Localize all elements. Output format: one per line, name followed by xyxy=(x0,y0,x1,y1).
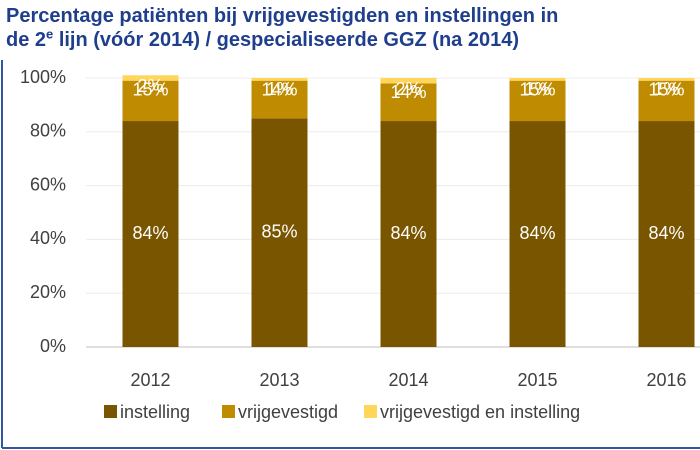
title-part: lijn (vóór 2014) / gespecialiseerde GGZ … xyxy=(53,29,520,51)
bar-segment xyxy=(380,83,437,122)
legend-label: vrijgevestigd en instelling xyxy=(380,402,580,422)
y-tick-label: 0% xyxy=(40,336,66,356)
bar-segment xyxy=(638,78,695,81)
bar-segment xyxy=(638,121,695,347)
bar-segment xyxy=(122,80,179,122)
legend-swatch xyxy=(364,405,377,418)
bar-segment xyxy=(251,80,308,119)
bar-segment xyxy=(122,75,179,81)
bar-segment xyxy=(509,121,566,347)
data-label: 15% xyxy=(519,79,555,99)
chart-title: Percentage patiënten bij vrijgevestigden… xyxy=(6,4,696,52)
data-label: 84% xyxy=(132,223,168,243)
data-label: 2% xyxy=(137,76,163,96)
bar-segment xyxy=(251,78,308,81)
legend-swatch xyxy=(222,405,235,418)
x-tick-label: 2015 xyxy=(517,370,557,390)
x-tick-label: 2014 xyxy=(388,370,428,390)
x-tick-label: 2013 xyxy=(259,370,299,390)
legend-label: vrijgevestigd xyxy=(238,402,338,422)
data-label: 84% xyxy=(519,223,555,243)
title-superscript: e xyxy=(46,26,54,42)
bar-segment xyxy=(380,121,437,347)
y-tick-label: 100% xyxy=(20,67,66,87)
data-label: 1% xyxy=(524,79,550,99)
data-label: 14% xyxy=(390,82,426,102)
data-label: 1% xyxy=(266,79,292,99)
data-label: 2% xyxy=(395,79,421,99)
data-label: 85% xyxy=(261,221,297,241)
legend-label: instelling xyxy=(120,402,190,422)
y-tick-label: 40% xyxy=(30,228,66,248)
data-label: 14% xyxy=(261,79,297,99)
bar-segment xyxy=(380,78,437,84)
data-label: 84% xyxy=(648,223,684,243)
data-label: 15% xyxy=(132,79,168,99)
x-tick-label: 2012 xyxy=(130,370,170,390)
legend-swatch xyxy=(104,405,117,418)
data-label: 84% xyxy=(390,223,426,243)
bar-segment xyxy=(509,78,566,81)
bar-segment xyxy=(509,80,566,122)
bar-segment xyxy=(638,80,695,122)
y-tick-label: 80% xyxy=(30,121,66,141)
title-part: de 2 xyxy=(6,29,47,51)
x-tick-label: 2016 xyxy=(646,370,686,390)
data-label: 1% xyxy=(653,79,679,99)
bar-segment xyxy=(122,121,179,347)
title-part: Percentage patiënten bij vrijgevestigden… xyxy=(6,5,559,27)
y-tick-label: 60% xyxy=(30,174,66,194)
y-tick-label: 20% xyxy=(30,282,66,302)
bar-segment xyxy=(251,118,308,347)
data-label: 15% xyxy=(648,79,684,99)
